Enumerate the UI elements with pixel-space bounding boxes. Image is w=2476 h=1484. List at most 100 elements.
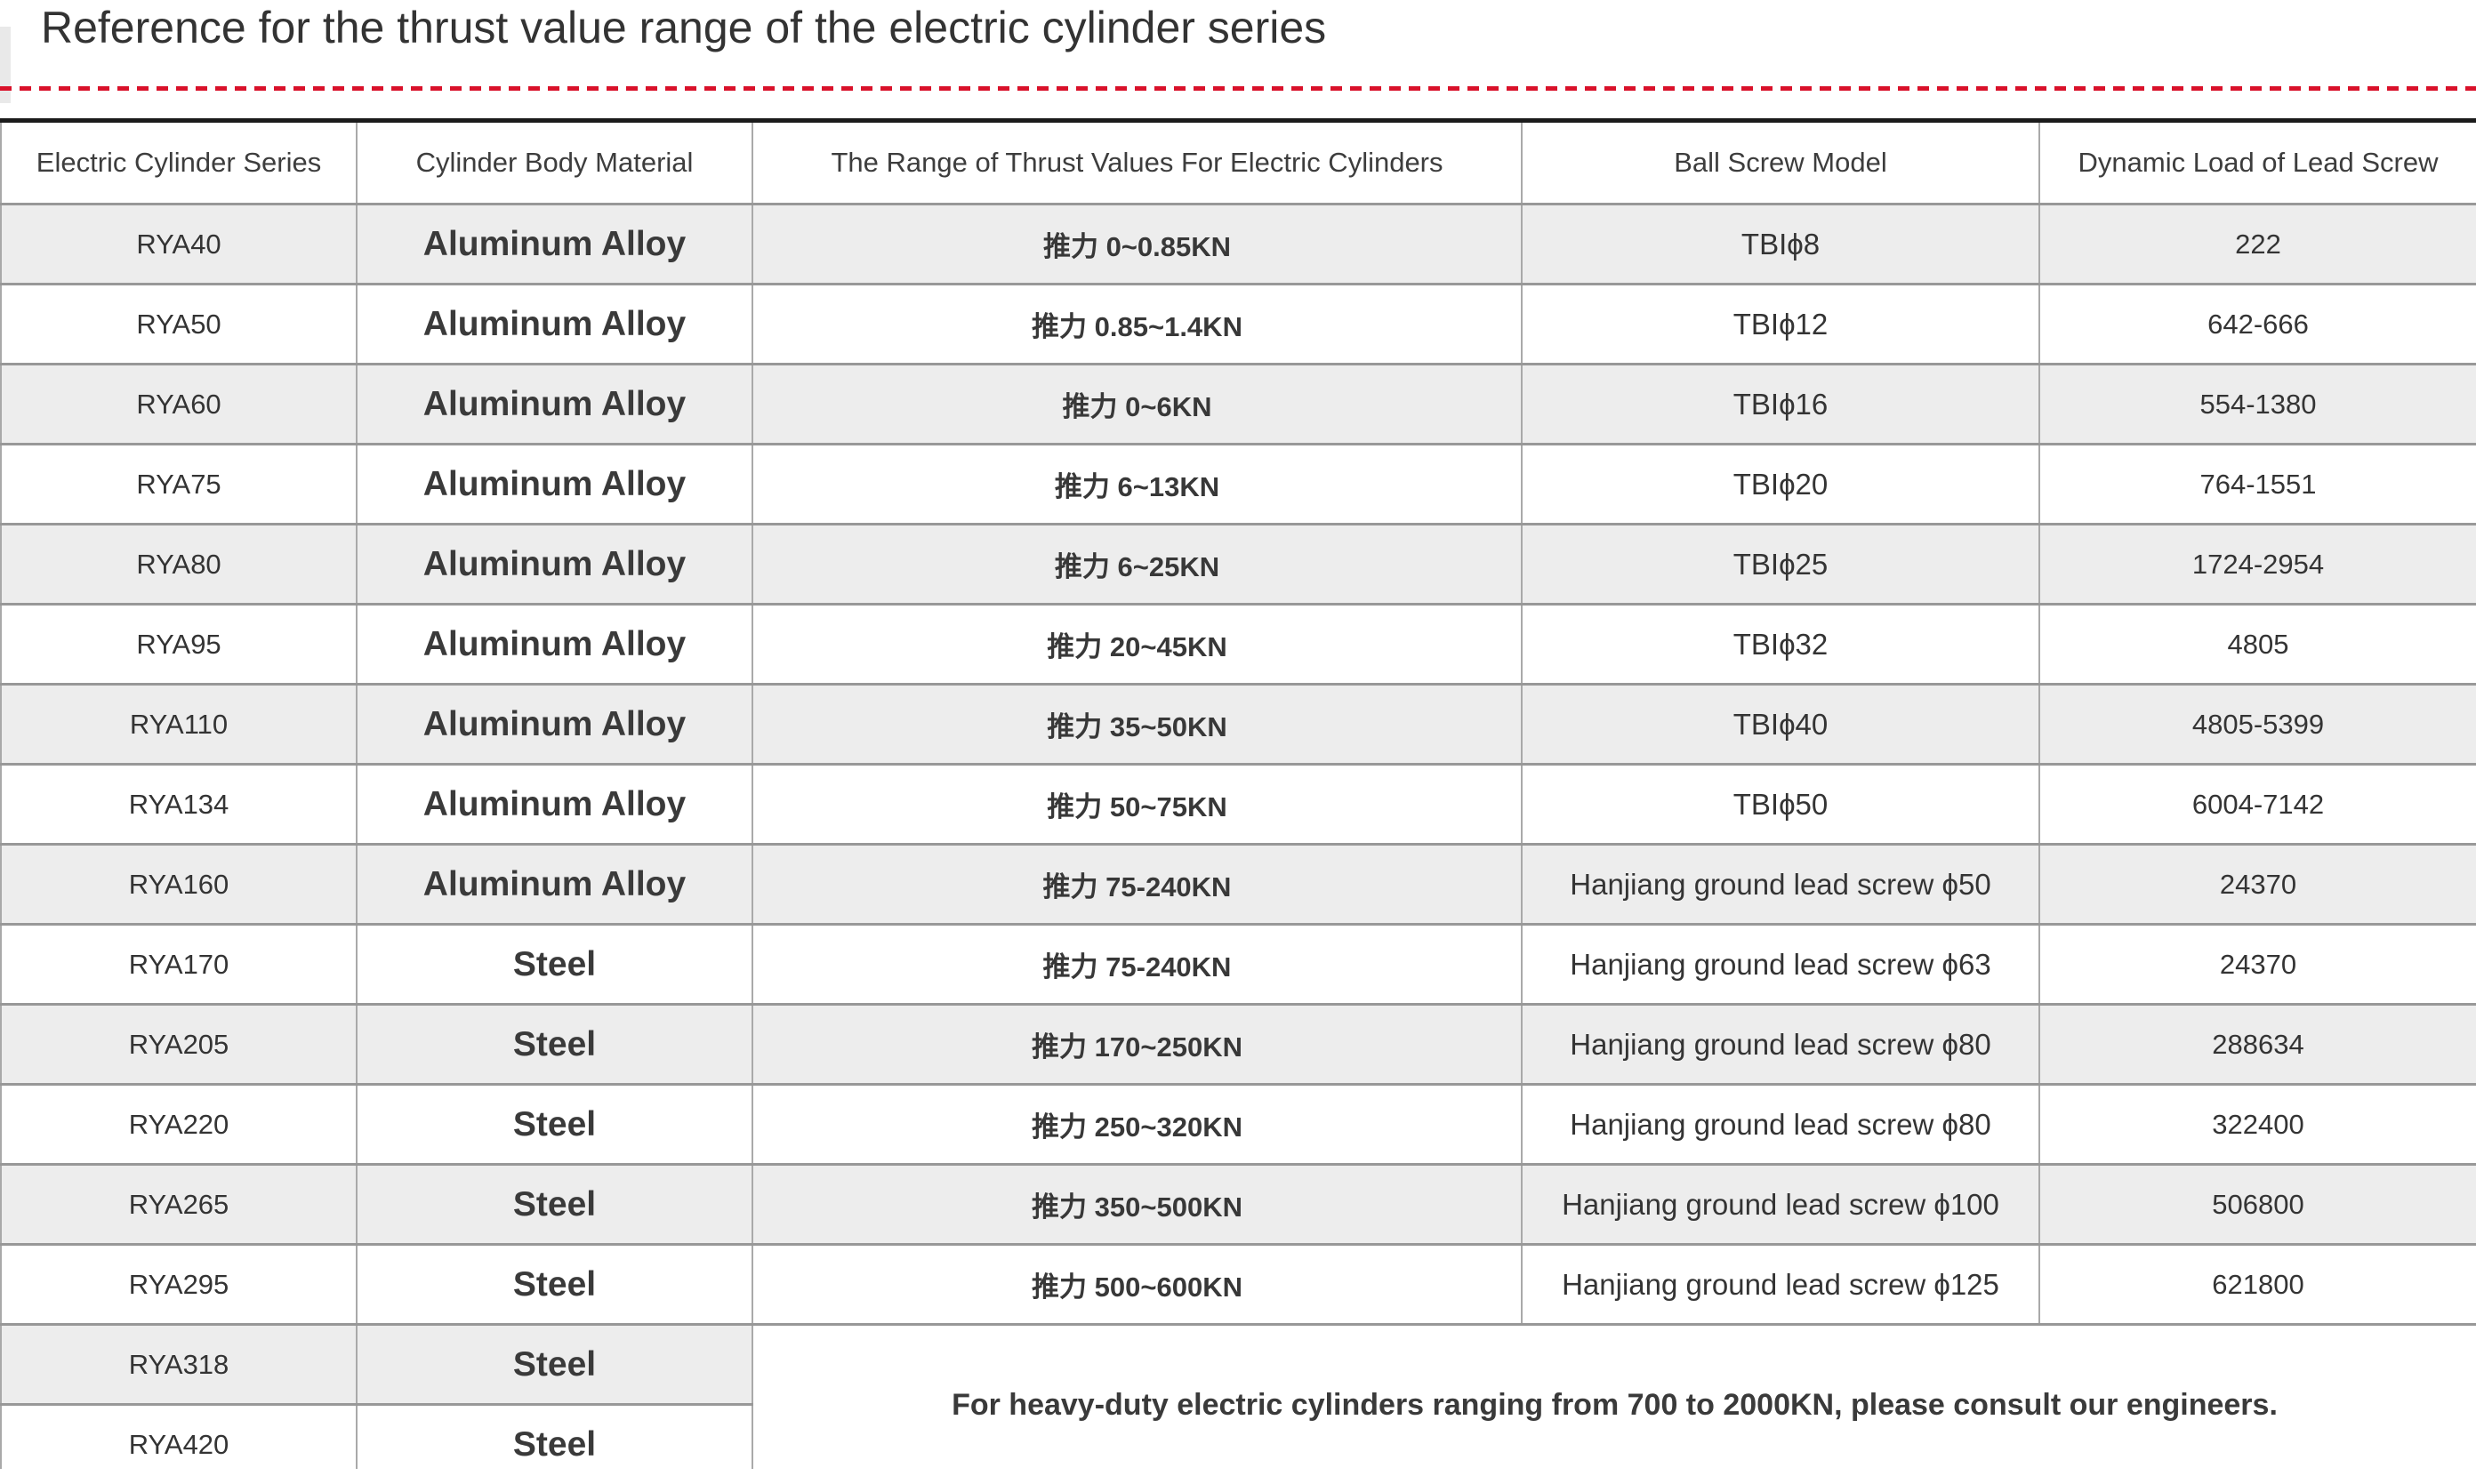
series-cell: RYA420 [0, 1403, 358, 1469]
load-cell: 621800 [2038, 1243, 2476, 1325]
material-cell: Steel [356, 1403, 753, 1469]
load-cell: 4805 [2038, 603, 2476, 685]
series-cell: RYA160 [0, 843, 358, 925]
clipped-left-bullet-fragment [0, 27, 11, 103]
load-cell: 24370 [2038, 923, 2476, 1005]
material-cell: Steel [356, 923, 753, 1005]
material-cell: Steel [356, 1083, 753, 1165]
series-cell: RYA295 [0, 1243, 358, 1325]
thrust-reference-table-wrapper: Electric Cylinder Series Cylinder Body M… [0, 118, 2476, 1469]
col-header-ball-screw: Ball Screw Model [1521, 120, 2040, 205]
table-row: RYA318 Steel For heavy-duty electric cyl… [0, 1323, 2476, 1469]
material-cell: Aluminum Alloy [356, 283, 753, 365]
screw-cell: TBIϕ8 [1521, 203, 2040, 285]
heavy-duty-note: For heavy-duty electric cylinders rangin… [752, 1323, 2476, 1469]
screw-cell: TBIϕ32 [1521, 603, 2040, 685]
load-cell: 642-666 [2038, 283, 2476, 365]
table-row: RYA95 Aluminum Alloy 推力 20~45KN TBIϕ32 4… [0, 603, 2476, 685]
load-cell: 554-1380 [2038, 363, 2476, 445]
col-header-dynamic-load: Dynamic Load of Lead Screw [2038, 120, 2476, 205]
screw-cell: Hanjiang ground lead screw ϕ100 [1521, 1163, 2040, 1245]
thrust-cell: 推力 0~0.85KN [752, 203, 1523, 285]
series-cell: RYA110 [0, 683, 358, 765]
table-row: RYA295 Steel 推力 500~600KN Hanjiang groun… [0, 1243, 2476, 1325]
thrust-cell: 推力 350~500KN [752, 1163, 1523, 1245]
material-cell: Aluminum Alloy [356, 683, 753, 765]
page-title: Reference for the thrust value range of … [41, 3, 1327, 52]
load-cell: 764-1551 [2038, 443, 2476, 525]
screw-cell: TBIϕ16 [1521, 363, 2040, 445]
load-cell: 288634 [2038, 1003, 2476, 1085]
load-cell: 6004-7142 [2038, 763, 2476, 845]
header-row: Electric Cylinder Series Cylinder Body M… [0, 120, 2476, 205]
material-cell: Steel [356, 1323, 753, 1405]
screw-cell: Hanjiang ground lead screw ϕ50 [1521, 843, 2040, 925]
screw-cell: TBIϕ50 [1521, 763, 2040, 845]
material-cell: Aluminum Alloy [356, 603, 753, 685]
table-row: RYA170 Steel 推力 75-240KN Hanjiang ground… [0, 923, 2476, 1005]
series-cell: RYA134 [0, 763, 358, 845]
series-cell: RYA60 [0, 363, 358, 445]
series-cell: RYA265 [0, 1163, 358, 1245]
material-cell: Aluminum Alloy [356, 363, 753, 445]
table-row: RYA205 Steel 推力 170~250KN Hanjiang groun… [0, 1003, 2476, 1085]
table-body: RYA40 Aluminum Alloy 推力 0~0.85KN TBIϕ8 2… [0, 203, 2476, 1469]
material-cell: Aluminum Alloy [356, 843, 753, 925]
screw-cell: TBIϕ12 [1521, 283, 2040, 365]
thrust-cell: 推力 0~6KN [752, 363, 1523, 445]
load-cell: 222 [2038, 203, 2476, 285]
load-cell: 1724-2954 [2038, 523, 2476, 605]
thrust-cell: 推力 170~250KN [752, 1003, 1523, 1085]
table-row: RYA75 Aluminum Alloy 推力 6~13KN TBIϕ20 76… [0, 443, 2476, 525]
screw-cell: TBIϕ20 [1521, 443, 2040, 525]
load-cell: 322400 [2038, 1083, 2476, 1165]
screw-cell: Hanjiang ground lead screw ϕ80 [1521, 1003, 2040, 1085]
series-cell: RYA220 [0, 1083, 358, 1165]
thrust-cell: 推力 6~13KN [752, 443, 1523, 525]
series-cell: RYA40 [0, 203, 358, 285]
table-row: RYA50 Aluminum Alloy 推力 0.85~1.4KN TBIϕ1… [0, 283, 2476, 365]
series-cell: RYA80 [0, 523, 358, 605]
material-cell: Aluminum Alloy [356, 763, 753, 845]
thrust-cell: 推力 50~75KN [752, 763, 1523, 845]
series-cell: RYA75 [0, 443, 358, 525]
thrust-cell: 推力 20~45KN [752, 603, 1523, 685]
screw-cell: TBIϕ25 [1521, 523, 2040, 605]
table-row: RYA420 Steel [0, 1403, 2476, 1469]
series-cell: RYA205 [0, 1003, 358, 1085]
series-cell: RYA95 [0, 603, 358, 685]
material-cell: Steel [356, 1003, 753, 1085]
table-row: RYA220 Steel 推力 250~320KN Hanjiang groun… [0, 1083, 2476, 1165]
thrust-cell: 推力 250~320KN [752, 1083, 1523, 1165]
series-cell: RYA50 [0, 283, 358, 365]
col-header-thrust-range: The Range of Thrust Values For Electric … [752, 120, 1523, 205]
thrust-cell: 推力 75-240KN [752, 843, 1523, 925]
thrust-cell: 推力 0.85~1.4KN [752, 283, 1523, 365]
table-row: RYA160 Aluminum Alloy 推力 75-240KN Hanjia… [0, 843, 2476, 925]
load-cell: 506800 [2038, 1163, 2476, 1245]
red-dashed-divider [0, 86, 2476, 91]
table-row: RYA80 Aluminum Alloy 推力 6~25KN TBIϕ25 17… [0, 523, 2476, 605]
material-cell: Aluminum Alloy [356, 443, 753, 525]
screw-cell: TBIϕ40 [1521, 683, 2040, 765]
series-cell: RYA318 [0, 1323, 358, 1405]
thrust-reference-table: Electric Cylinder Series Cylinder Body M… [0, 118, 2476, 1469]
table-row: RYA40 Aluminum Alloy 推力 0~0.85KN TBIϕ8 2… [0, 203, 2476, 285]
table-row: RYA265 Steel 推力 350~500KN Hanjiang groun… [0, 1163, 2476, 1245]
col-header-series: Electric Cylinder Series [0, 120, 358, 205]
table-header: Electric Cylinder Series Cylinder Body M… [0, 120, 2476, 205]
load-cell: 24370 [2038, 843, 2476, 925]
material-cell: Aluminum Alloy [356, 523, 753, 605]
thrust-cell: 推力 6~25KN [752, 523, 1523, 605]
screw-cell: Hanjiang ground lead screw ϕ125 [1521, 1243, 2040, 1325]
col-header-material: Cylinder Body Material [356, 120, 753, 205]
table-row: RYA110 Aluminum Alloy 推力 35~50KN TBIϕ40 … [0, 683, 2476, 765]
series-cell: RYA170 [0, 923, 358, 1005]
table-row: RYA60 Aluminum Alloy 推力 0~6KN TBIϕ16 554… [0, 363, 2476, 445]
thrust-cell: 推力 500~600KN [752, 1243, 1523, 1325]
material-cell: Steel [356, 1163, 753, 1245]
load-cell: 4805-5399 [2038, 683, 2476, 765]
material-cell: Steel [356, 1243, 753, 1325]
screw-cell: Hanjiang ground lead screw ϕ63 [1521, 923, 2040, 1005]
table-row: RYA134 Aluminum Alloy 推力 50~75KN TBIϕ50 … [0, 763, 2476, 845]
